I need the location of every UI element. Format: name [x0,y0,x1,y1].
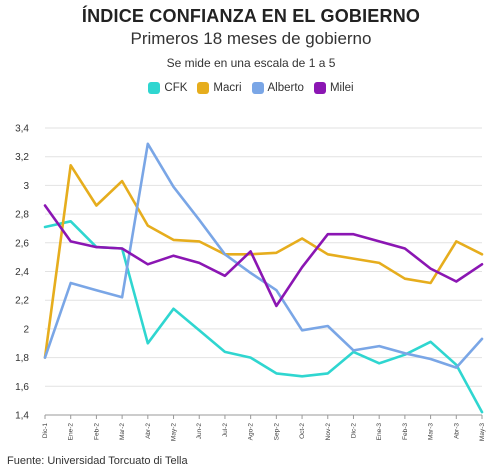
legend-label-macri: Macri [213,82,242,94]
y-tick-label: 2,4 [15,267,29,278]
x-tick-label: Ene-3 [376,423,383,441]
x-tick-label: May-3 [479,423,486,441]
chart-title: ÍNDICE CONFIANZA EN EL GOBIERNO [81,6,421,26]
legend-swatch-milei [313,82,326,94]
series-line-milei [43,204,484,308]
x-tick-label: May-2 [171,423,178,441]
y-tick-label: 2 [23,324,29,335]
series-line-alberto [43,142,484,369]
x-tick-label: Feb-3 [402,423,409,440]
legend-item-macri[interactable]: Macri [197,82,242,94]
chart-legend: CFK Macri Alberto Milei [0,82,502,94]
legend-swatch-alberto [251,82,264,94]
legend-item-cfk[interactable]: CFK [148,82,187,94]
legend-label-milei: Milei [329,82,354,94]
x-tick-label: Mar-2 [119,423,126,440]
x-tick-label: Jun-2 [196,423,203,440]
legend-swatch-cfk [148,82,161,94]
legend-swatch-macri [197,82,210,94]
x-tick-label: Abr-2 [145,423,152,439]
x-tick-label: Abr-3 [453,423,460,439]
y-tick-label: 2,8 [15,210,29,221]
y-tick-label: 3,2 [15,152,29,163]
x-tick-label: Oct-2 [299,423,306,439]
legend-item-milei[interactable]: Milei [313,82,354,94]
chart-note: Se mide en una escala de 1 a 5 [166,56,336,70]
legend-label-alberto: Alberto [267,82,304,94]
chart-subtitle: Primeros 18 meses de gobierno [130,29,372,48]
legend-label-cfk: CFK [164,82,188,94]
series-line-macri [43,164,484,359]
y-tick-label: 2,2 [15,296,29,307]
y-tick-label: 3 [23,181,29,192]
x-tick-label: Dic-2 [350,423,357,439]
x-tick-label: Dic-1 [42,423,49,439]
y-tick-label: 1,4 [15,411,29,422]
legend-item-alberto[interactable]: Alberto [251,82,304,94]
y-tick-label: 3,4 [15,124,29,135]
x-tick-label: Ago-2 [248,423,255,441]
x-tick-label: Jul-2 [222,423,229,437]
y-tick-label: 1,8 [15,353,29,364]
x-tick-label: Mar-3 [428,423,435,440]
x-tick-label: Sep-2 [273,423,280,441]
y-tick-label: 1,6 [15,382,29,393]
y-tick-label: 2,6 [15,238,29,249]
series-line-cfk [43,220,484,414]
x-tick-label: Nov-2 [325,423,332,441]
source-note: Fuente: Universidad Torcuato di Tella [7,455,188,467]
x-tick-label: Ene-2 [68,423,75,441]
x-tick-label: Feb-2 [93,423,100,440]
